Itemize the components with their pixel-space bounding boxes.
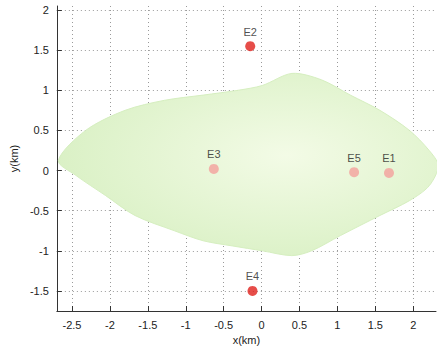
svg-text:2: 2 [410,319,416,331]
svg-text:-0.5: -0.5 [30,205,49,217]
svg-text:-2.5: -2.5 [63,319,82,331]
svg-text:E2: E2 [243,26,256,38]
svg-text:0: 0 [259,319,265,331]
svg-text:-1: -1 [39,245,49,257]
svg-text:1: 1 [334,319,340,331]
svg-text:E4: E4 [246,270,259,282]
svg-text:x(km): x(km) [233,334,261,346]
svg-text:1: 1 [43,84,49,96]
svg-text:1.5: 1.5 [368,319,383,331]
svg-text:y(km): y(km) [8,145,20,173]
svg-text:E5: E5 [347,152,360,164]
svg-text:-1.5: -1.5 [30,285,49,297]
svg-text:E1: E1 [382,152,395,164]
svg-text:-0.5: -0.5 [214,319,233,331]
svg-text:-2: -2 [105,319,115,331]
svg-text:-1: -1 [181,319,191,331]
svg-text:0.5: 0.5 [34,124,49,136]
svg-text:0: 0 [43,165,49,177]
svg-text:E3: E3 [207,148,220,160]
svg-text:-1.5: -1.5 [138,319,157,331]
svg-text:0.5: 0.5 [292,319,307,331]
svg-text:1.5: 1.5 [34,44,49,56]
svg-text:2: 2 [43,4,49,16]
